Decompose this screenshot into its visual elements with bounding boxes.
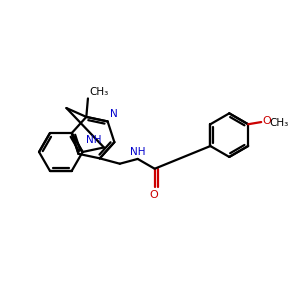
Text: NH: NH xyxy=(130,147,146,157)
Text: O: O xyxy=(149,190,158,200)
Text: O: O xyxy=(262,116,271,126)
Text: NH: NH xyxy=(86,136,102,146)
Text: CH₃: CH₃ xyxy=(269,118,288,128)
Text: CH₃: CH₃ xyxy=(89,88,108,98)
Text: N: N xyxy=(110,110,117,119)
